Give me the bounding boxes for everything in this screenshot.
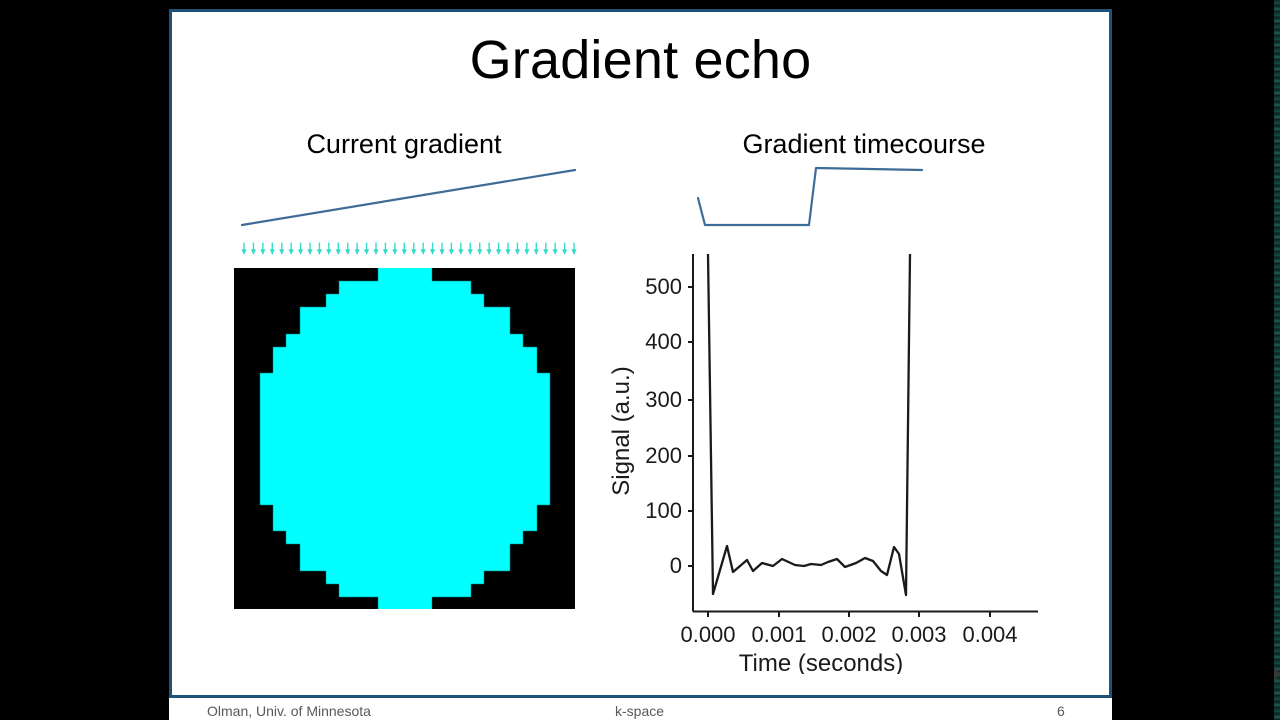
svg-text:0.002: 0.002 bbox=[821, 622, 876, 647]
svg-text:0: 0 bbox=[670, 553, 682, 578]
svg-text:300: 300 bbox=[645, 387, 682, 412]
svg-text:400: 400 bbox=[645, 329, 682, 354]
svg-text:Time (seconds): Time (seconds) bbox=[739, 650, 903, 674]
svg-text:Signal (a.u.): Signal (a.u.) bbox=[608, 366, 635, 495]
svg-text:500: 500 bbox=[645, 274, 682, 299]
svg-text:0.001: 0.001 bbox=[751, 622, 806, 647]
svg-text:0.004: 0.004 bbox=[962, 622, 1017, 647]
svg-text:200: 200 bbox=[645, 443, 682, 468]
svg-text:0.003: 0.003 bbox=[891, 622, 946, 647]
svg-text:100: 100 bbox=[645, 498, 682, 523]
svg-text:0.000: 0.000 bbox=[680, 622, 735, 647]
